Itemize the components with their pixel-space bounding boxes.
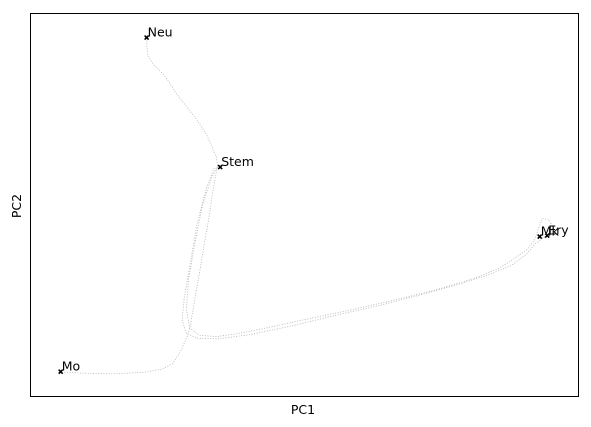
annotation-stem: Stem [221,154,254,169]
trajectory-layer [62,37,554,375]
points-layer [58,35,550,375]
point-neu [144,35,150,41]
trajectory-path-3 [181,167,547,340]
annotation-neu: Neu [148,25,173,40]
point-mk [537,234,543,240]
annotation-mk: Mk [541,224,560,239]
plot-area [30,13,579,397]
y-axis-label: PC2 [9,194,24,218]
point-stem [217,164,223,170]
trajectory-path-2 [185,165,554,338]
point-mo [58,369,64,375]
x-axis-label: PC1 [291,402,315,417]
annotation-mo: Mo [62,359,80,374]
annotation-ery: Ery [548,223,569,238]
point-ery [544,232,550,239]
trajectory-path-1 [62,37,218,375]
